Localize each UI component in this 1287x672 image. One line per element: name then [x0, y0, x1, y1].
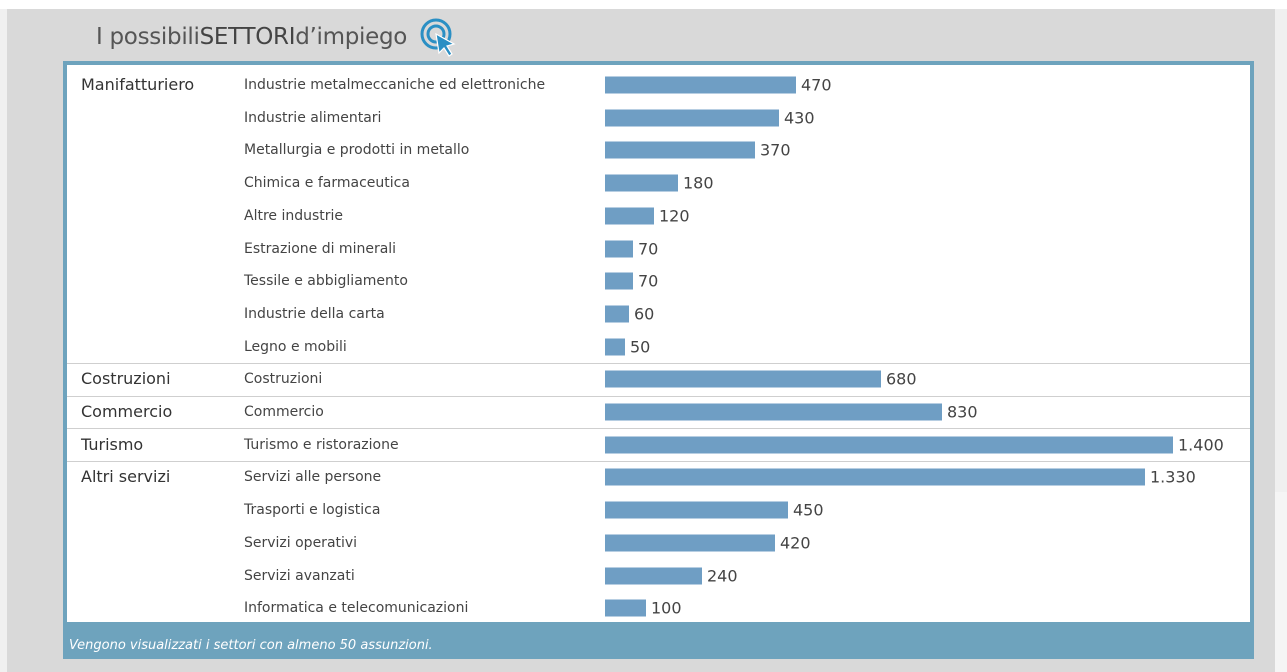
- data-label: 240: [707, 566, 738, 586]
- group-label: Costruzioni: [81, 369, 171, 388]
- page-title: I possibili SETTORI d’impiego: [96, 17, 459, 57]
- cursor-click-icon[interactable]: [419, 17, 459, 57]
- data-label: 370: [760, 140, 791, 160]
- category-label: Commercio: [244, 404, 324, 420]
- category-label: Tessile e abbigliamento: [244, 273, 408, 289]
- group-separator: [67, 396, 1250, 397]
- data-label: 830: [947, 402, 978, 422]
- top-band: [0, 0, 1287, 9]
- bar[interactable]: [605, 403, 942, 421]
- category-label: Industrie della carta: [244, 306, 385, 322]
- data-label: 420: [780, 533, 811, 553]
- bar[interactable]: [605, 272, 633, 290]
- category-label: Legno e mobili: [244, 339, 347, 355]
- category-label: Industrie metalmeccaniche ed elettronich…: [244, 77, 546, 93]
- bar[interactable]: [605, 141, 755, 159]
- data-label: 680: [886, 369, 917, 389]
- bar[interactable]: [605, 436, 1173, 454]
- bar[interactable]: [605, 207, 654, 225]
- group-label: Commercio: [81, 402, 173, 421]
- group-label: Manifatturiero: [81, 75, 195, 94]
- data-label: 430: [784, 108, 815, 128]
- data-label: 70: [638, 271, 659, 291]
- data-label: 1.400: [1178, 435, 1224, 455]
- group-label: Turismo: [81, 435, 144, 454]
- bar[interactable]: [605, 305, 629, 323]
- category-label: Servizi operativi: [244, 535, 358, 551]
- data-label: 100: [651, 598, 682, 618]
- category-label: Metallurgia e prodotti in metallo: [244, 142, 470, 158]
- bar[interactable]: [605, 240, 633, 258]
- data-label: 1.330: [1150, 467, 1196, 487]
- bar[interactable]: [605, 567, 702, 585]
- data-label: 120: [659, 206, 690, 226]
- title-prefix: I possibili: [96, 24, 200, 50]
- data-label: 180: [683, 173, 714, 193]
- category-label: Industrie alimentari: [244, 110, 382, 126]
- category-label: Servizi avanzati: [244, 568, 355, 584]
- data-label: 70: [638, 239, 659, 259]
- category-label: Informatica e telecomunicazioni: [244, 600, 469, 616]
- group-separator: [67, 428, 1250, 429]
- bar[interactable]: [605, 468, 1145, 486]
- group-label: Altri servizi: [81, 467, 171, 486]
- data-label: 50: [630, 337, 651, 357]
- bar[interactable]: [605, 174, 678, 192]
- data-label: 470: [801, 75, 832, 95]
- bar[interactable]: [605, 76, 796, 94]
- title-bold: SETTORI: [199, 24, 296, 50]
- category-label: Chimica e farmaceutica: [244, 175, 410, 191]
- bar[interactable]: [605, 501, 788, 519]
- group-separator: [67, 461, 1250, 462]
- title-suffix: d’impiego: [295, 24, 408, 50]
- bar[interactable]: [605, 338, 625, 356]
- category-label: Trasporti e logistica: [244, 502, 381, 518]
- category-label: Servizi alle persone: [244, 469, 382, 485]
- bar[interactable]: [605, 599, 646, 617]
- right-strip: [1275, 492, 1287, 672]
- bar[interactable]: [605, 109, 779, 127]
- data-label: 450: [793, 500, 824, 520]
- category-label: Turismo e ristorazione: [244, 437, 399, 453]
- bar[interactable]: [605, 370, 881, 388]
- data-label: 60: [634, 304, 655, 324]
- category-label: Estrazione di minerali: [244, 241, 397, 257]
- footer-note: Vengono visualizzati i settori con almen…: [69, 638, 433, 653]
- bar[interactable]: [605, 534, 775, 552]
- category-label: Altre industrie: [244, 208, 344, 224]
- group-separator: [67, 363, 1250, 364]
- category-label: Costruzioni: [244, 371, 323, 387]
